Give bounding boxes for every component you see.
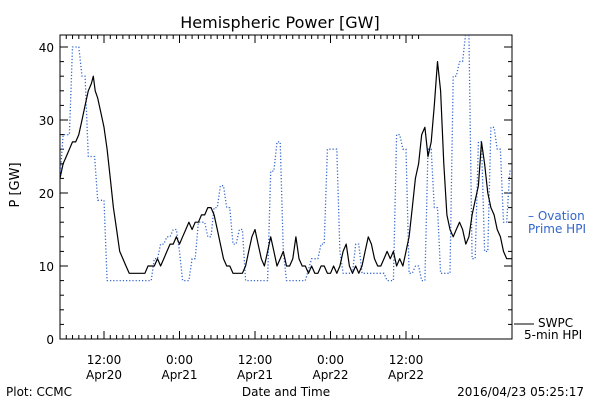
series-group [60, 35, 512, 282]
y-tick-label: 0 [46, 333, 54, 347]
x-tick-label-time: 0:00 [166, 353, 193, 367]
legend-ovation-line1: – Ovation [528, 209, 585, 223]
series-line-ovation-prime [60, 35, 512, 282]
legend-swpc-line2: 5-min HPI [524, 328, 582, 342]
x-axis-label: Date and Time [242, 385, 330, 399]
y-tick-label: 10 [39, 260, 54, 274]
x-tick-label-date: Apr22 [388, 368, 424, 382]
footer-credit: Plot: CCMC [6, 385, 72, 399]
x-tick-label-time: 12:00 [238, 353, 273, 367]
y-axis-label: P [GW] [8, 162, 23, 207]
series-line-swpc [60, 60, 512, 274]
legend-ovation: – Ovation Prime HPI [528, 209, 586, 236]
x-tick-label-date: Apr22 [312, 368, 348, 382]
y-tick-label: 40 [39, 41, 54, 55]
plot-frame [59, 34, 513, 340]
y-tick-label: 30 [39, 114, 54, 128]
y-tick-label: 20 [39, 187, 54, 201]
x-tick-label-time: 0:00 [317, 353, 344, 367]
chart-title: Hemispheric Power [GW] [180, 13, 379, 32]
footer-timestamp: 2016/04/23 05:25:17 [457, 385, 584, 399]
x-tick-label-date: Apr21 [161, 368, 197, 382]
x-tick-label-time: 12:00 [389, 353, 424, 367]
x-ticks: 12:00Apr200:00Apr2112:00Apr210:00Apr2212… [65, 35, 424, 382]
x-tick-label-date: Apr20 [86, 368, 122, 382]
x-tick-label-date: Apr21 [237, 368, 273, 382]
x-tick-label-time: 12:00 [87, 353, 122, 367]
legend-swpc-line1: SWPC [538, 316, 573, 330]
y-ticks: 0 10 20 30 40 [39, 41, 512, 347]
legend-swpc: SWPC 5-min HPI [514, 316, 582, 342]
legend-ovation-line2: Prime HPI [528, 222, 586, 236]
